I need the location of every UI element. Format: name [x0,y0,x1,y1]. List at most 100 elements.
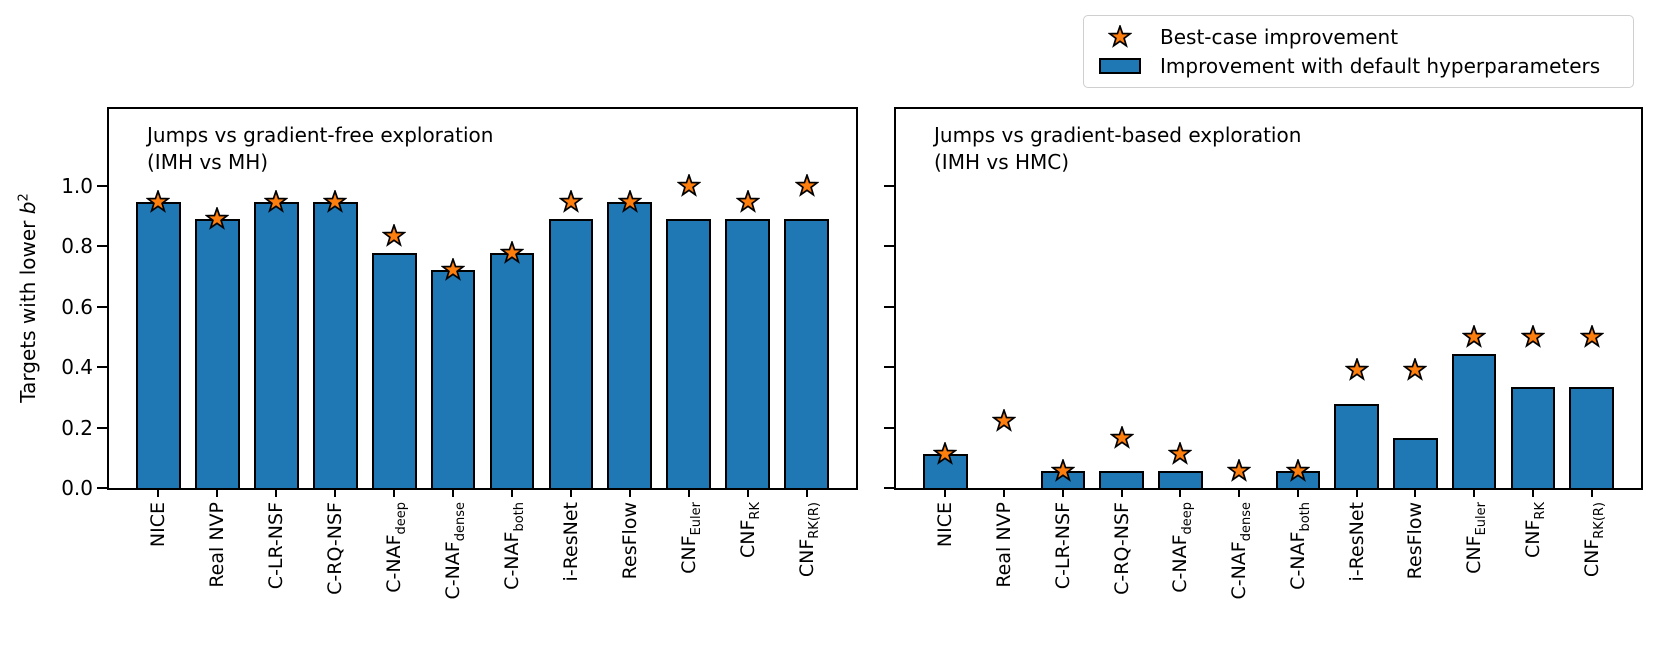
star-icon [382,224,407,247]
x-tick-mark [1531,490,1534,497]
x-tick-mark [805,490,808,497]
bar [1158,471,1203,488]
bar [136,202,181,488]
star-icon [992,408,1017,432]
x-tick-mark [1061,490,1064,497]
x-tick-mark [746,490,749,497]
x-tick-label-subscript: Euler [1473,502,1489,536]
legend-label: Improvement with default hyperparameters [1160,54,1601,78]
y-axis-label-superscript: 2 [16,193,32,202]
star-icon-legend [1108,25,1132,48]
bar [1393,437,1438,488]
x-tick-mark [275,490,278,497]
category-slot-c-rq-nsf: C-RQ-NSF [1092,109,1151,595]
x-tick-label-text: CNFRK [1521,502,1548,558]
left-chart-title-line2: (IMH vs MH) [147,150,269,174]
y-axis-label-variable: b [16,201,40,215]
star-icon [558,190,583,214]
category-slot-c-naf-both: C-NAFboth [483,109,542,590]
y-axis-label: Targets with lower b2 [16,193,40,402]
star-icon [146,190,171,214]
right-chart-title-line2: (IMH vs HMC) [934,150,1070,174]
legend-marker [1096,58,1144,74]
category-slot-cnf-rk-r-: CNFRK(R) [777,109,836,577]
category-slot-cnf-euler: CNFEuler [659,109,718,574]
bar [194,219,240,488]
y-tick-mark [97,366,107,369]
star-icon [794,173,819,197]
bar [607,202,653,488]
y-tick-label: 0.4 [61,355,93,380]
bar [430,269,476,488]
x-tick-mark [334,490,337,497]
x-tick-label-subscript: dense [1238,502,1254,542]
x-tick-label-subscript: both [1297,502,1313,532]
category-slot-cnf-rk-r-: CNFRK(R) [1562,109,1621,577]
x-tick-label-text: ResFlow [618,502,641,580]
x-tick-label-text: CNFRK [736,502,763,558]
star-icon [1050,459,1075,482]
star-icon [1227,459,1252,482]
y-tick-label: 1.0 [61,173,93,198]
star-icon [1285,459,1310,482]
star-icon [205,207,230,230]
category-slot-c-naf-dense: C-NAFdense [1210,109,1269,600]
x-tick-label-text: NICE [934,502,957,548]
y-axis-label-text: Targets with lower [16,214,40,403]
y-tick-mark [97,184,107,187]
category-slot-c-naf-deep: C-NAFdeep [365,109,424,593]
x-tick-label-text: C-NAFboth [500,502,527,590]
x-tick-mark [510,490,513,497]
left-chart-title-line1: Jumps vs gradient-free exploration [147,123,494,147]
x-tick-mark [1296,490,1299,497]
bar [371,252,417,488]
bar [312,202,358,488]
y-tick-label: 0.0 [61,476,93,500]
left-chart-panel: Jumps vs gradient-free exploration (IMH … [61,107,858,600]
x-tick-label-subscript: both [511,502,527,532]
category-slot-resflow: ResFlow [1386,109,1445,579]
x-tick-mark [1179,490,1182,497]
right-chart-panel: Jumps vs gradient-based exploration (IMH… [884,107,1643,600]
x-tick-label-subscript: Euler [688,502,704,536]
star-icon [617,190,642,214]
x-tick-mark [157,490,160,497]
star-icon [735,190,760,214]
x-tick-label-subscript: RK [1532,502,1548,520]
x-tick-label-text: i-ResNet [559,502,582,582]
x-tick-mark [1355,490,1358,497]
right-plot-area: NICE Real NVP C-LR-NSF C-RQ-NSF C-NAFdeep C-N… [896,109,1641,600]
x-tick-label-subscript: deep [1180,502,1196,535]
y-tick-mark [884,366,894,369]
star-icon [1096,25,1144,49]
star-icon [499,240,524,264]
category-slot-cnf-rk: CNFRK [1504,109,1563,558]
star-icon [1168,442,1193,466]
x-tick-label-text: ResFlow [1404,502,1427,580]
x-tick-mark [452,490,455,497]
x-tick-label-text: C-NAFdense [1228,502,1254,600]
x-tick-label-text: C-LR-NSF [265,502,288,590]
right-chart-title-line1: Jumps vs gradient-based exploration [934,123,1302,147]
bar [1334,403,1379,488]
y-tick-mark [884,305,894,308]
x-tick-label-text: C-NAFdeep [1169,502,1196,593]
star-icon [264,190,289,214]
category-slot-c-naf-dense: C-NAFdense [424,109,483,600]
category-slot-c-rq-nsf: C-RQ-NSF [306,109,365,595]
category-slot-i-resnet: i-ResNet [541,109,600,581]
x-tick-mark [1473,490,1476,497]
x-tick-mark [628,490,631,497]
category-slot-nice: NICE [129,109,188,547]
y-tick-label: 0.6 [61,294,93,319]
y-tick-mark [884,487,894,489]
legend-item-best-case: Best-case improvement [1096,23,1633,52]
y-tick-mark [97,245,107,248]
category-slot-real-nvp: Real NVP [975,109,1034,588]
category-slot-cnf-euler: CNFEuler [1445,109,1504,574]
bar [1510,387,1556,488]
x-tick-label-text: C-LR-NSF [1051,502,1074,590]
x-tick-label-subscript: dense [452,502,468,542]
category-slot-nice: NICE [916,109,975,547]
